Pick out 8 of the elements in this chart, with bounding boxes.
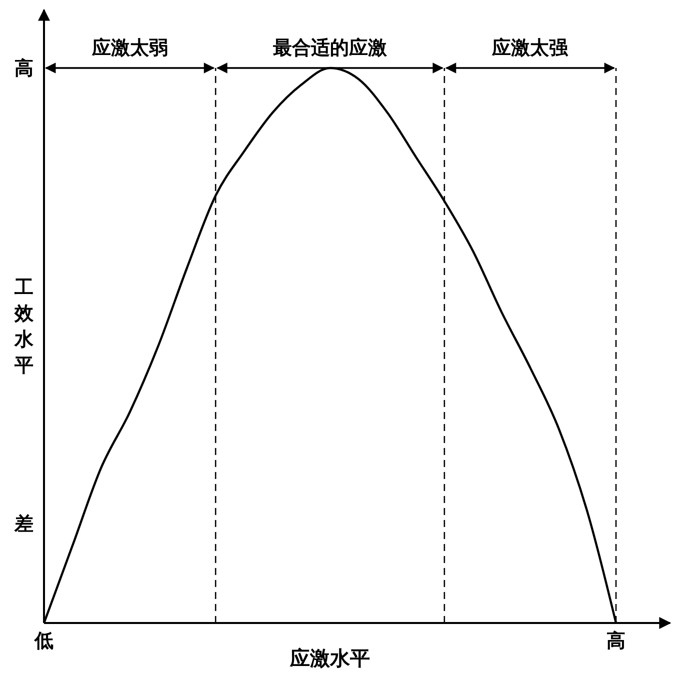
text: 应激太强 <box>491 37 570 59</box>
y-axis-title: 工效水平 <box>14 276 34 376</box>
text: 最合适的应激 <box>272 37 388 59</box>
x-axis-title: 应激水平 <box>289 646 370 670</box>
text: 应激太弱 <box>90 37 168 59</box>
annotation: 高 <box>14 58 34 80</box>
x-tick-label: 低 <box>34 630 54 652</box>
annotation: 差 <box>14 512 34 535</box>
